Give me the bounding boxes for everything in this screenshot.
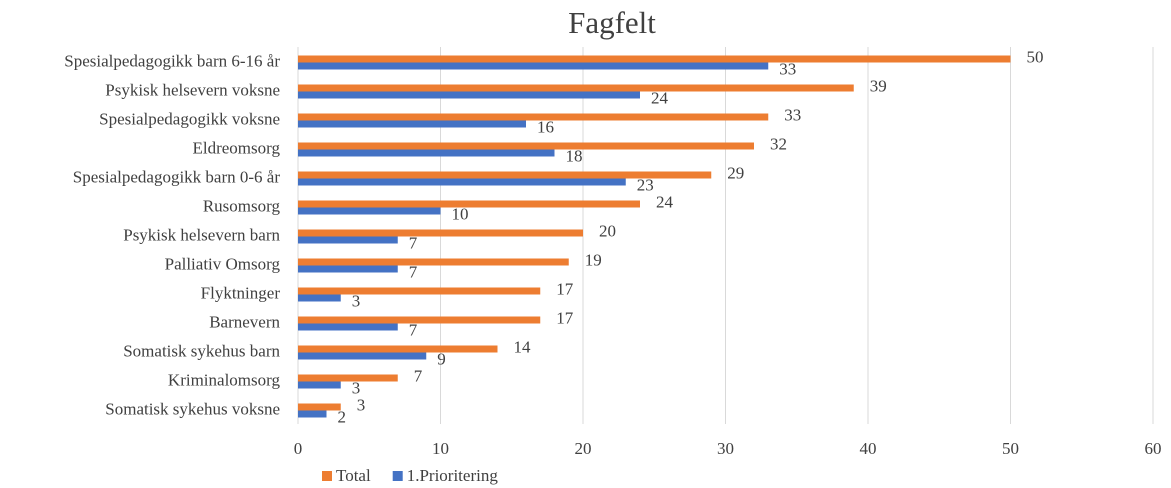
- data-label: 7: [409, 320, 418, 339]
- x-tick-label: 20: [575, 439, 592, 458]
- data-label: 24: [651, 88, 669, 107]
- bar: [298, 236, 398, 244]
- data-label: 16: [537, 117, 554, 136]
- bar: [298, 200, 640, 208]
- y-tick-label: Eldreomsorg: [192, 138, 280, 157]
- bar: [298, 316, 541, 324]
- bar: [298, 403, 341, 411]
- bar: [298, 345, 498, 353]
- y-tick-label: Barnevern: [209, 312, 280, 331]
- bar: [298, 287, 541, 295]
- x-tick-label: 10: [432, 439, 449, 458]
- data-label: 3: [352, 291, 361, 310]
- bar: [298, 352, 427, 360]
- x-tick-label: 50: [1002, 439, 1019, 458]
- bar: [298, 410, 327, 418]
- data-label: 10: [452, 204, 469, 223]
- x-tick-label: 40: [860, 439, 877, 458]
- data-label: 39: [870, 76, 887, 95]
- bar: [298, 207, 441, 215]
- y-tick-label: Spesialpedagogikk barn 0-6 år: [73, 167, 281, 186]
- bar: [298, 265, 398, 273]
- data-label: 7: [414, 366, 423, 385]
- bar: [298, 113, 769, 121]
- legend-label: 1.Prioritering: [407, 466, 499, 485]
- bar: [298, 323, 398, 331]
- bar: [298, 229, 583, 237]
- x-tick-label: 30: [717, 439, 734, 458]
- data-label: 19: [585, 250, 602, 269]
- bar: [298, 120, 526, 128]
- bar: [298, 258, 569, 266]
- data-label: 2: [338, 407, 347, 426]
- data-label: 18: [566, 146, 583, 165]
- data-label: 50: [1027, 47, 1044, 66]
- bar: [298, 171, 712, 179]
- bar: [298, 381, 341, 389]
- y-tick-label: Somatisk sykehus barn: [123, 341, 280, 360]
- x-tick-label: 0: [294, 439, 303, 458]
- data-label: 7: [409, 233, 418, 252]
- data-label: 14: [514, 337, 532, 356]
- y-tick-label: Flyktninger: [201, 283, 281, 302]
- data-label: 20: [599, 221, 616, 240]
- data-label: 17: [556, 308, 574, 327]
- data-label: 32: [770, 134, 787, 153]
- y-tick-label: Spesialpedagogikk voksne: [99, 109, 280, 128]
- data-label: 33: [784, 105, 801, 124]
- bar: [298, 294, 341, 302]
- data-label: 29: [727, 163, 744, 182]
- y-tick-label: Spesialpedagogikk barn 6-16 år: [64, 51, 280, 70]
- data-label: 9: [437, 349, 446, 368]
- data-label: 7: [409, 262, 418, 281]
- data-label: 17: [556, 279, 574, 298]
- bar: [298, 84, 854, 92]
- y-tick-label: Rusomsorg: [203, 196, 281, 215]
- y-tick-label: Kriminalomsorg: [168, 370, 281, 389]
- bar: [298, 55, 1011, 63]
- x-tick-label: 60: [1145, 439, 1162, 458]
- y-tick-label: Psykisk helsevern voksne: [105, 80, 280, 99]
- legend-swatch: [392, 471, 403, 481]
- y-tick-label: Psykisk helsevern barn: [123, 225, 280, 244]
- data-label: 3: [352, 378, 361, 397]
- data-label: 24: [656, 192, 674, 211]
- y-tick-label: Somatisk sykehus voksne: [105, 399, 280, 418]
- legend-swatch: [322, 471, 332, 481]
- bar: [298, 91, 640, 99]
- data-label: 33: [779, 59, 796, 78]
- bar: [298, 142, 754, 150]
- data-label: 3: [357, 395, 366, 414]
- bar: [298, 374, 398, 382]
- bar: [298, 178, 626, 186]
- legend-label: Total: [336, 466, 371, 485]
- bar: [298, 149, 555, 157]
- chart-title: Fagfelt: [568, 5, 656, 40]
- bar: [298, 62, 769, 70]
- y-tick-label: Palliativ Omsorg: [165, 254, 281, 273]
- data-label: 23: [637, 175, 654, 194]
